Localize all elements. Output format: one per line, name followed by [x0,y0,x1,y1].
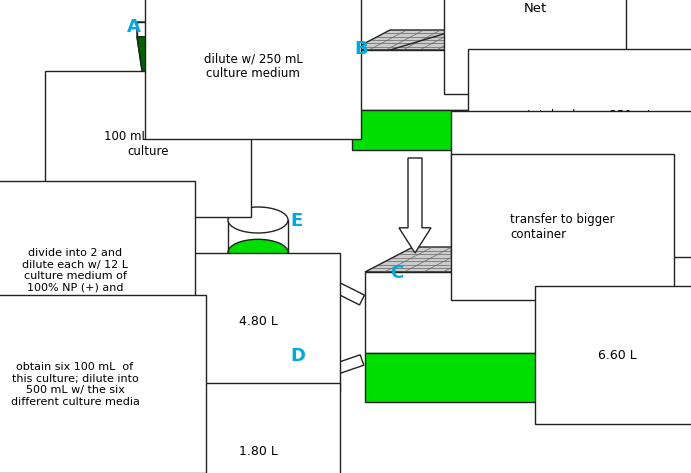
Polygon shape [151,264,226,292]
Polygon shape [504,30,542,150]
Text: 6.60 L: 6.60 L [598,349,636,361]
Text: transfer to bigger
container: transfer to bigger container [510,213,614,241]
Polygon shape [298,355,363,387]
Text: dilute w/ 250 mL
culture medium: dilute w/ 250 mL culture medium [204,52,303,80]
Polygon shape [137,37,159,104]
Ellipse shape [228,207,288,233]
Text: 4.80 L: 4.80 L [238,315,278,328]
Text: total volume: 350 mL: total volume: 350 mL [527,108,653,122]
Polygon shape [352,30,542,50]
Bar [137,22,159,37]
Polygon shape [151,378,226,406]
Text: 1.80 L: 1.80 L [238,445,278,458]
Text: A: A [127,18,141,36]
Bar [228,252,288,305]
Text: B: B [354,40,368,58]
Text: C: C [390,264,404,282]
Text: obtain six 100 mL  of
this culture; dilute into
500 mL w/ the six
different cult: obtain six 100 mL of this culture; dilut… [10,362,140,407]
Polygon shape [198,74,308,106]
Ellipse shape [228,382,288,408]
Text: 100 mL starter
culture: 100 mL starter culture [104,130,192,158]
Ellipse shape [228,239,288,265]
Text: Net: Net [523,1,547,15]
Text: D: D [290,347,305,365]
Bar [228,395,288,435]
Bar [365,272,560,352]
Polygon shape [298,266,364,305]
Text: E: E [290,212,302,230]
Ellipse shape [228,422,288,448]
Text: dilute w/ 250 mL culture
media every 2-4 days: dilute w/ 250 mL culture media every 2-4… [510,170,654,198]
Polygon shape [560,247,608,402]
Polygon shape [399,158,431,253]
Ellipse shape [228,342,288,368]
Text: divide into 2 and
dilute each w/ 12 L
culture medium of
100% NP (+) and
100% NP : divide into 2 and dilute each w/ 12 L cu… [22,248,128,316]
Bar [228,220,288,305]
Bar [352,110,504,150]
Bar [352,50,504,110]
Bar [365,352,560,402]
Ellipse shape [228,292,288,318]
Polygon shape [365,247,608,272]
Bar [228,355,288,435]
